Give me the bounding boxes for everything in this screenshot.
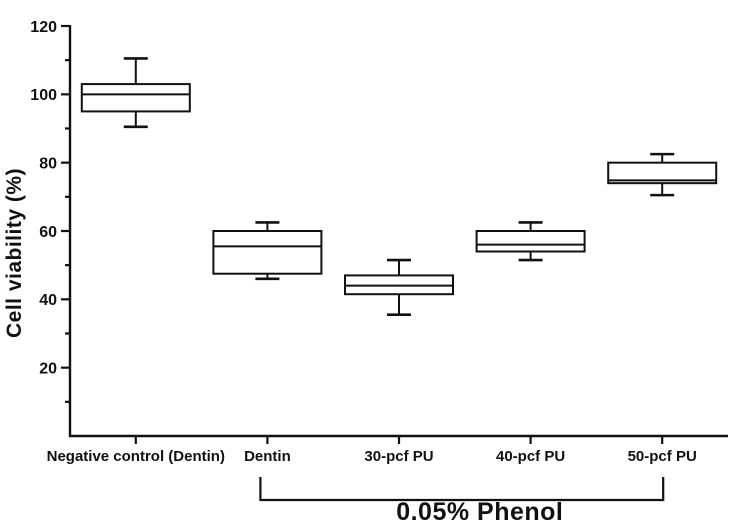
x-category-label: 50-pcf PU: [628, 448, 697, 465]
x-category-label: Negative control (Dentin): [47, 448, 225, 465]
y-tick-label: 60: [39, 224, 57, 241]
x-category-label: 30-pcf PU: [364, 448, 433, 465]
box-rect: [80, 83, 191, 113]
boxplot-30-pcf-pu: [344, 258, 454, 317]
x-category-label: Dentin: [244, 448, 291, 465]
boxplot-40-pcf-pu: [475, 221, 586, 262]
y-tick-label: 40: [39, 292, 57, 309]
y-axis-title: Cell viability (%): [3, 168, 26, 338]
boxplot-dentin: [212, 221, 323, 281]
y-tick-label: 20: [39, 360, 57, 377]
boxplot-50-pcf-pu: [607, 152, 718, 197]
box-rect: [212, 230, 323, 275]
x-category-label: 40-pcf PU: [496, 448, 565, 465]
box-rect: [475, 230, 586, 253]
phenol-bracket-label: 0.05% Phenol: [396, 498, 563, 522]
y-tick-label: 100: [30, 87, 57, 104]
boxplot-negative-control-dentin: [80, 57, 191, 129]
y-tick-label: 80: [39, 155, 57, 172]
y-tick-label: 120: [30, 19, 57, 36]
box-rect: [607, 161, 718, 185]
phenol-bracket: [259, 477, 665, 502]
